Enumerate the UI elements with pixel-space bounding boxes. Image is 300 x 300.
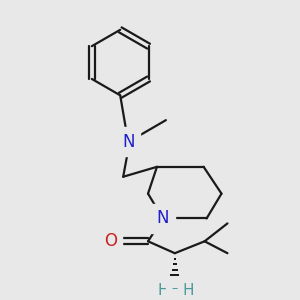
Text: –: – — [172, 283, 178, 296]
Text: N: N — [122, 133, 134, 151]
Text: H: H — [157, 284, 169, 298]
Text: H: H — [183, 284, 194, 298]
Text: O: O — [104, 232, 117, 250]
Text: N: N — [157, 209, 169, 227]
